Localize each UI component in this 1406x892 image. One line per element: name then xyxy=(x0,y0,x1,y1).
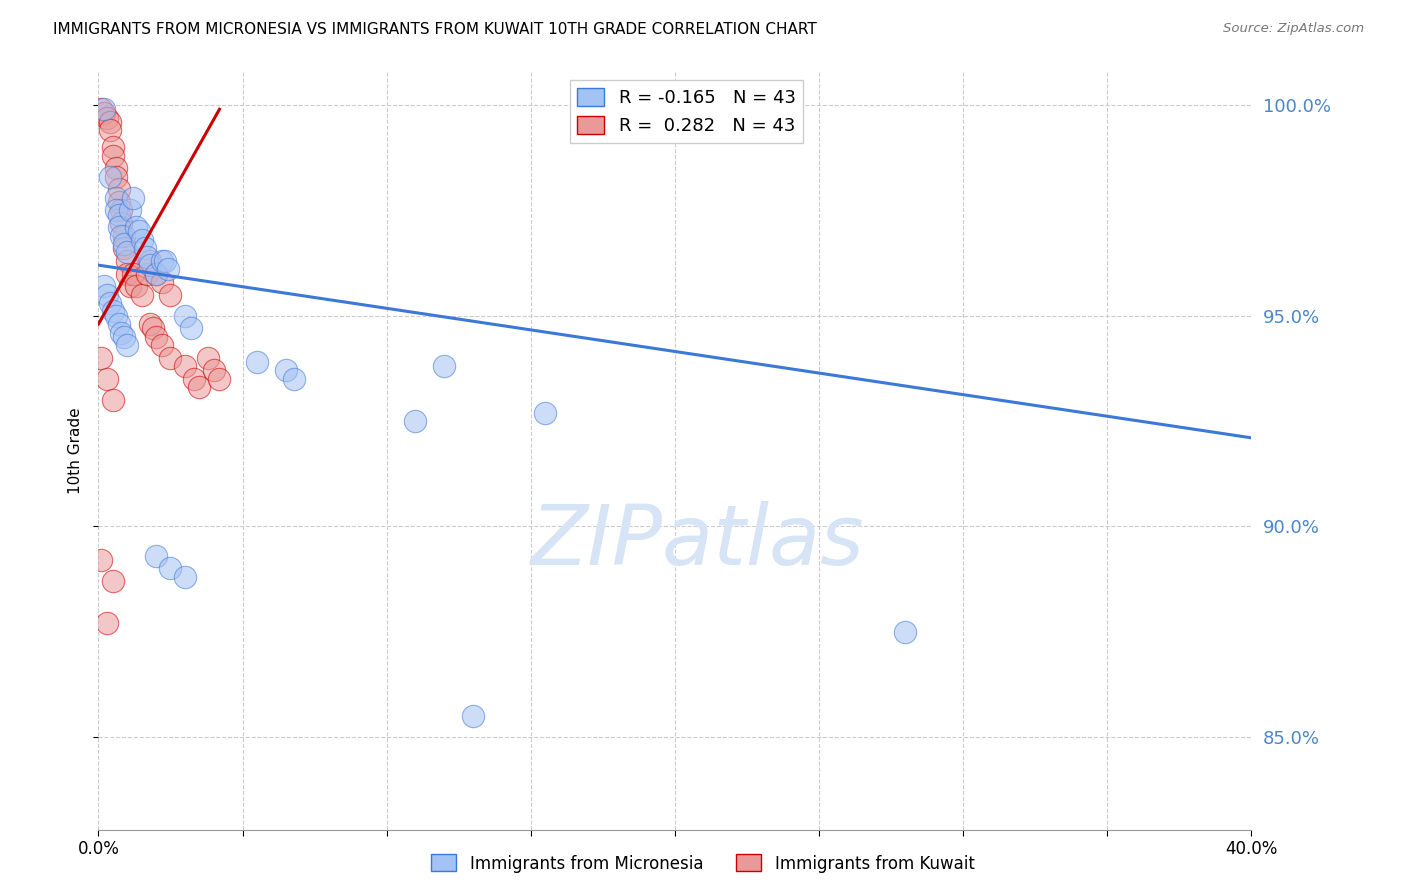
Point xyxy=(150,338,173,352)
Point xyxy=(104,309,127,323)
Point xyxy=(134,241,156,255)
Point xyxy=(246,355,269,369)
Point xyxy=(180,321,202,335)
Point xyxy=(145,267,167,281)
Point xyxy=(112,237,135,252)
Point xyxy=(174,570,197,584)
Point xyxy=(142,321,165,335)
Point xyxy=(894,624,917,639)
Point xyxy=(139,258,162,272)
Text: IMMIGRANTS FROM MICRONESIA VS IMMIGRANTS FROM KUWAIT 10TH GRADE CORRELATION CHAR: IMMIGRANTS FROM MICRONESIA VS IMMIGRANTS… xyxy=(53,22,817,37)
Point xyxy=(150,275,173,289)
Point xyxy=(101,304,124,318)
Point xyxy=(112,241,135,255)
Point xyxy=(188,380,211,394)
Point xyxy=(139,253,162,268)
Point xyxy=(96,372,118,386)
Point xyxy=(145,549,167,563)
Point xyxy=(183,372,205,386)
Point xyxy=(98,123,121,137)
Point xyxy=(107,317,129,331)
Point xyxy=(156,262,179,277)
Point xyxy=(117,253,139,268)
Point xyxy=(145,267,167,281)
Point xyxy=(202,363,225,377)
Point xyxy=(405,414,427,428)
Point xyxy=(139,317,162,331)
Point xyxy=(98,115,121,129)
Point xyxy=(112,330,135,344)
Point xyxy=(174,359,197,374)
Point xyxy=(112,228,135,243)
Point xyxy=(159,351,181,365)
Point xyxy=(93,102,115,116)
Point xyxy=(125,220,148,235)
Point xyxy=(101,574,124,588)
Point xyxy=(101,148,124,162)
Point xyxy=(110,203,132,218)
Point xyxy=(174,309,197,323)
Point xyxy=(110,326,132,340)
Point xyxy=(101,140,124,154)
Point xyxy=(90,553,112,567)
Point xyxy=(128,224,150,238)
Point xyxy=(98,169,121,184)
Point xyxy=(283,372,305,386)
Point xyxy=(96,616,118,631)
Point xyxy=(117,267,139,281)
Legend: Immigrants from Micronesia, Immigrants from Kuwait: Immigrants from Micronesia, Immigrants f… xyxy=(425,847,981,880)
Point xyxy=(122,267,145,281)
Point xyxy=(197,351,219,365)
Text: Source: ZipAtlas.com: Source: ZipAtlas.com xyxy=(1223,22,1364,36)
Point xyxy=(107,220,129,235)
Point xyxy=(90,102,112,116)
Point xyxy=(117,338,139,352)
Text: ZIPatlas: ZIPatlas xyxy=(531,501,865,582)
Point xyxy=(145,330,167,344)
Point xyxy=(104,161,127,176)
Point xyxy=(131,287,153,301)
Point xyxy=(104,169,127,184)
Point xyxy=(159,561,181,575)
Point xyxy=(107,208,129,222)
Point xyxy=(136,267,159,281)
Point xyxy=(159,287,181,301)
Point xyxy=(150,253,173,268)
Point xyxy=(534,405,557,419)
Point xyxy=(104,203,127,218)
Point xyxy=(136,250,159,264)
Point xyxy=(153,253,176,268)
Point xyxy=(208,372,231,386)
Point xyxy=(93,106,115,120)
Point xyxy=(125,279,148,293)
Point xyxy=(122,191,145,205)
Point xyxy=(461,708,484,723)
Point xyxy=(98,296,121,310)
Point xyxy=(120,279,142,293)
Point xyxy=(90,351,112,365)
Point xyxy=(107,182,129,196)
Point xyxy=(131,233,153,247)
Point xyxy=(110,216,132,230)
Point xyxy=(96,287,118,301)
Point xyxy=(117,245,139,260)
Point xyxy=(274,363,297,377)
Point xyxy=(101,392,124,407)
Point xyxy=(433,359,456,374)
Legend: R = -0.165   N = 43, R =  0.282   N = 43: R = -0.165 N = 43, R = 0.282 N = 43 xyxy=(569,80,803,143)
Point xyxy=(93,279,115,293)
Point xyxy=(110,228,132,243)
Y-axis label: 10th Grade: 10th Grade xyxy=(67,407,83,494)
Point xyxy=(107,194,129,209)
Point xyxy=(96,111,118,125)
Point xyxy=(120,203,142,218)
Point xyxy=(104,191,127,205)
